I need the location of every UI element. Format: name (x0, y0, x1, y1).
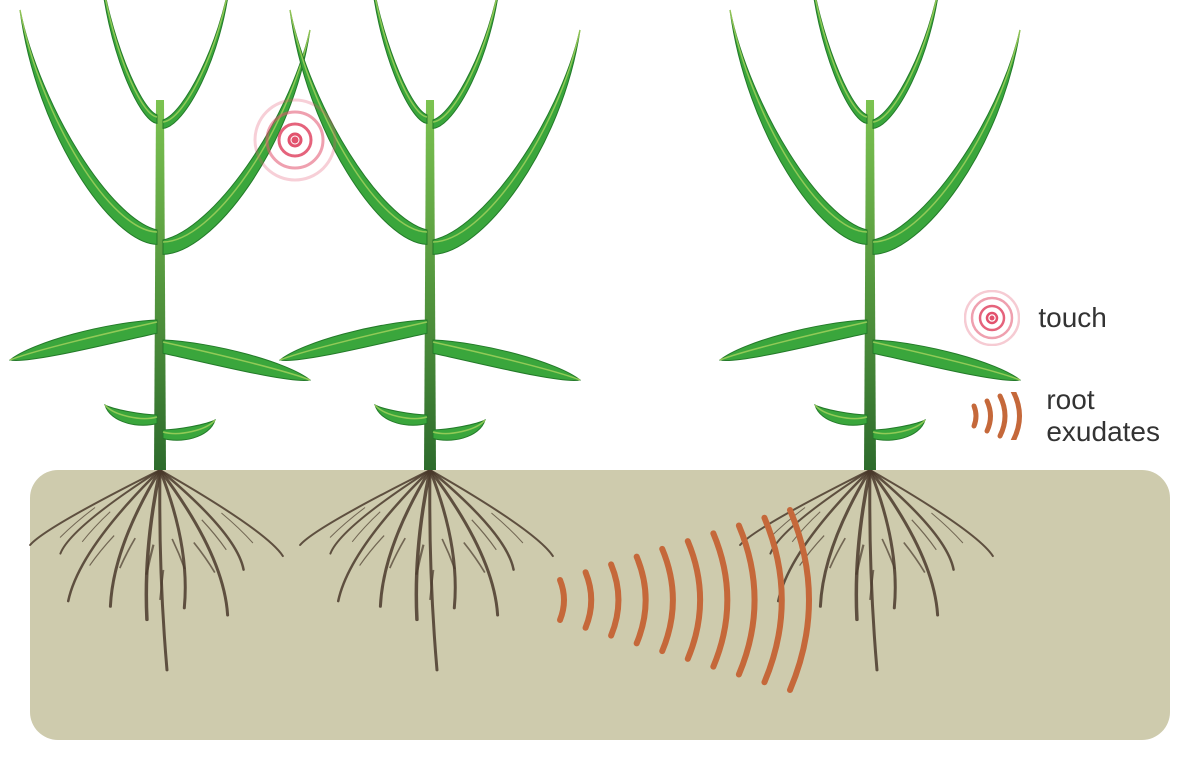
legend-exudates: rootexudates (964, 384, 1160, 448)
legend: touch rootexudates (964, 290, 1160, 448)
diagram-canvas: touch rootexudates (0, 0, 1200, 764)
legend-touch-label: touch (1038, 302, 1107, 334)
touch-icon (964, 290, 1020, 346)
legend-touch: touch (964, 290, 1160, 346)
legend-exudates-label: rootexudates (1046, 384, 1160, 448)
exudates-icon (964, 392, 1028, 440)
